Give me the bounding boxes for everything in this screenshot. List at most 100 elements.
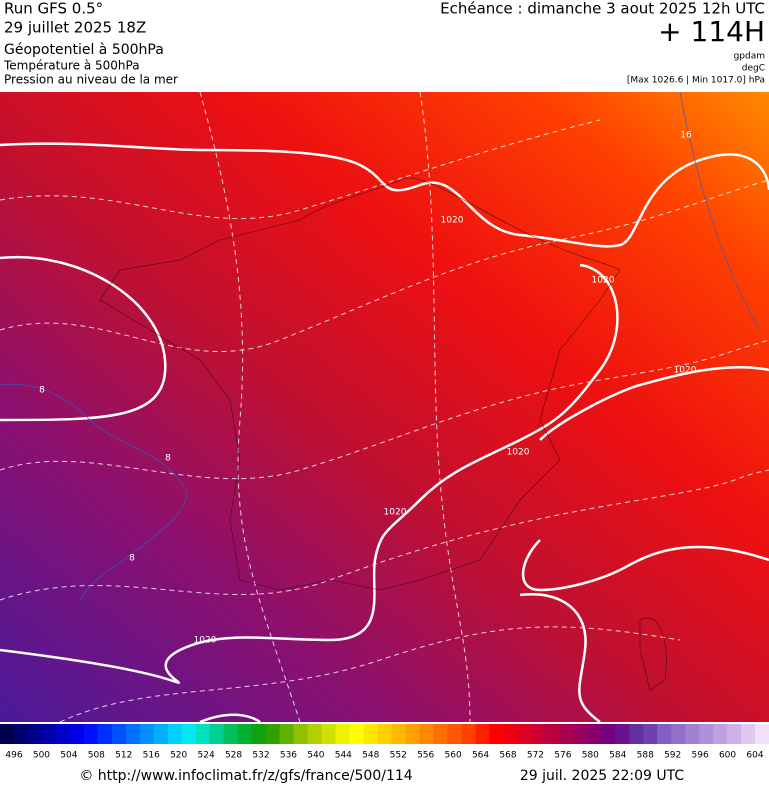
colorbar-swatch [279, 724, 295, 744]
colorbar-label: 496 [5, 751, 22, 761]
lead-time: + 114H [658, 15, 765, 48]
colorbar-swatch [13, 724, 29, 744]
colorbar-label: 572 [527, 751, 544, 761]
colorbar-swatch [503, 724, 518, 744]
colorbar-swatch [615, 724, 630, 744]
isobars [0, 142, 769, 724]
colorbar-swatch [433, 724, 448, 744]
colorbar-label: 596 [692, 751, 709, 761]
colorbar-swatch [363, 724, 379, 744]
run: Run GFS 0.5° [4, 0, 103, 18]
field: Géopotentiel à 500hPa [4, 42, 164, 58]
colorbar-swatch [601, 724, 616, 744]
contour-label: 1020 [441, 216, 464, 226]
colorbar-swatch [419, 724, 434, 744]
map-field [0, 92, 769, 722]
colorbar-swatch [461, 724, 476, 744]
colorbar-swatch [391, 724, 406, 744]
colorbar-label: 548 [362, 751, 379, 761]
colorbar-label: 560 [445, 751, 462, 761]
isotherms [0, 91, 761, 601]
borders [99, 177, 667, 691]
unit: degC [742, 64, 765, 74]
colorbar-swatch [167, 724, 183, 744]
colorbar-swatch [321, 724, 337, 744]
colorbar-swatch [349, 724, 365, 744]
colorbar-swatch [335, 724, 351, 744]
colorbar-swatch [545, 724, 560, 744]
unit: gpdam [734, 52, 765, 62]
colorbar-swatch [587, 724, 602, 744]
contour-label: 1020 [674, 366, 697, 376]
colorbar-label: 564 [472, 751, 489, 761]
colorbar-swatch [447, 724, 462, 744]
colorbar-label: 588 [637, 751, 654, 761]
colorbar-label: 604 [746, 751, 763, 761]
colorbar-swatch [573, 724, 588, 744]
colorbar-swatch [153, 724, 169, 744]
echeance: Echéance : dimanche 3 aout 2025 12h UTC [440, 0, 765, 18]
map: 1020 1020 1020 1020 1020 1020 8 8 8 16 [0, 91, 769, 724]
colorbar-label: 600 [719, 751, 736, 761]
colorbar-swatch [489, 724, 504, 744]
timestamp: 29 juil. 2025 22:09 UTC [520, 768, 685, 784]
colorbar-swatch [111, 724, 127, 744]
colorbar-swatch [27, 724, 43, 744]
colorbar-swatch [755, 724, 769, 744]
colorbar-swatch [377, 724, 392, 744]
colorbar-swatch [727, 724, 742, 744]
colorbar-swatch [195, 724, 211, 744]
contour-label: 8 [129, 554, 135, 564]
layer: Pression au niveau de la mer [4, 73, 178, 87]
colorbar-swatch [307, 724, 323, 744]
colorbar: 496 500 504 508 512 516 520 524 528 532 536 540 544 5… [0, 724, 769, 761]
contour-labels: 1020 1020 1020 1020 1020 1020 8 8 8 16 [39, 131, 697, 646]
colorbar-swatch [699, 724, 714, 744]
colorbar-label: 576 [554, 751, 571, 761]
colorbar-swatch [265, 724, 281, 744]
colorbar-label: 520 [170, 751, 187, 761]
colorbar-swatch [531, 724, 546, 744]
contour-label: 1020 [507, 448, 530, 458]
colorbar-swatch [97, 724, 113, 744]
colorbar-swatch [475, 724, 490, 744]
temperature-contours [0, 91, 769, 723]
layer: Température à 500hPa [3, 59, 140, 73]
colorbar-swatch [41, 724, 57, 744]
colorbar-swatch [0, 724, 15, 744]
colorbar-swatch [293, 724, 309, 744]
colorbar-label: 532 [252, 751, 269, 761]
date: 29 juillet 2025 18Z [4, 19, 146, 37]
colorbar-label: 544 [335, 751, 352, 761]
colorbar-swatch [139, 724, 155, 744]
contour-label: 1020 [384, 508, 407, 518]
colorbar-label: 540 [307, 751, 324, 761]
colorbar-label: 504 [60, 751, 77, 761]
colorbar-swatch [209, 724, 225, 744]
colorbar-label: 512 [115, 751, 132, 761]
colorbar-swatch [125, 724, 141, 744]
contour-label: 1020 [592, 276, 615, 286]
colorbar-swatch [559, 724, 574, 744]
colorbar-swatch [55, 724, 71, 744]
colorbar-swatch [685, 724, 700, 744]
colorbar-label: 552 [390, 751, 407, 761]
colorbar-swatch [237, 724, 253, 744]
colorbar-label: 584 [609, 751, 626, 761]
source-url: © http://www.infoclimat.fr/z/gfs/france/… [79, 768, 412, 784]
colorbar-swatch [83, 724, 99, 744]
colorbar-swatch [69, 724, 85, 744]
contour-label: 1020 [194, 636, 217, 646]
colorbar-label: 528 [225, 751, 242, 761]
colorbar-swatch [223, 724, 239, 744]
contour-label: 8 [165, 454, 171, 464]
colorbar-label: 556 [417, 751, 434, 761]
colorbar-swatch [405, 724, 420, 744]
colorbar-swatch [657, 724, 672, 744]
unit: [Max 1026.6 | Min 1017.0] hPa [627, 76, 765, 86]
contour-label: 8 [39, 386, 45, 396]
colorbar-swatch [713, 724, 728, 744]
colorbar-swatch [741, 724, 756, 744]
colorbar-swatch [181, 724, 197, 744]
